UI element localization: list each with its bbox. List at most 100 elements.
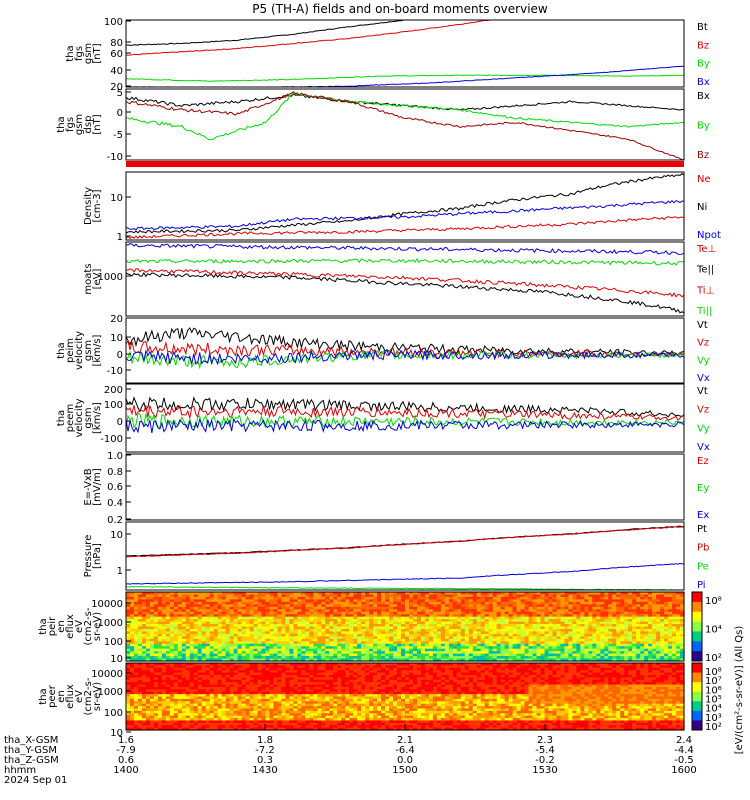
heatmap-cell — [169, 679, 175, 683]
heatmap-cell — [225, 621, 231, 625]
heatmap-cell — [416, 614, 422, 618]
heatmap-cell — [293, 609, 298, 613]
heatmap-cell — [600, 604, 605, 608]
heatmap-cell — [504, 631, 510, 635]
heatmap-cell — [460, 631, 466, 635]
heatmap-cell — [393, 606, 398, 610]
heatmap-cell — [664, 656, 669, 660]
heatmap-cell — [193, 703, 199, 707]
y-tick-label: 100 — [104, 17, 123, 28]
heatmap-cell — [225, 592, 231, 596]
heatmap-cell — [576, 604, 581, 608]
heatmap-cell — [680, 656, 685, 660]
heatmap-cell — [512, 631, 518, 635]
heatmap-cell — [464, 628, 470, 633]
heatmap-cell — [249, 601, 255, 605]
heatmap-cell — [225, 626, 231, 630]
heatmap-cell — [313, 599, 318, 603]
heatmap-cell — [656, 633, 661, 637]
heatmap-cell — [285, 641, 291, 645]
heatmap-cell — [153, 718, 159, 722]
heatmap-cell — [448, 614, 454, 618]
heatmap-cell — [285, 646, 291, 650]
heatmap-cell — [213, 633, 219, 637]
heatmap-cell — [229, 614, 235, 618]
heatmap-cell — [664, 592, 669, 596]
heatmap-cell — [321, 621, 326, 625]
heatmap-cell — [193, 638, 199, 642]
heatmap-cell — [345, 609, 350, 613]
heatmap-cell — [644, 636, 649, 640]
heatmap-cell — [245, 706, 251, 710]
heatmap-cell — [608, 638, 613, 642]
heatmap-cell — [592, 606, 597, 610]
heatmap-cell — [197, 621, 203, 625]
heatmap-cell — [341, 592, 346, 596]
heatmap-cell — [221, 715, 227, 719]
heatmap-cell — [412, 606, 418, 610]
heatmap-cell — [149, 609, 155, 613]
heatmap-cell — [241, 691, 247, 695]
heatmap-cell — [197, 720, 203, 724]
heatmap-cell — [365, 633, 370, 637]
heatmap-cell — [672, 611, 677, 615]
legend-entry: Pt — [697, 524, 707, 535]
heatmap-cell — [241, 684, 247, 688]
heatmap-cell — [321, 599, 326, 603]
heatmap-cell — [440, 609, 446, 613]
heatmap-cell — [504, 636, 510, 640]
heatmap-cell — [253, 670, 259, 674]
heatmap-cell — [676, 656, 681, 660]
heatmap-cell — [149, 710, 155, 714]
heatmap-cell — [648, 594, 653, 598]
heatmap-cell — [173, 624, 179, 628]
heatmap-cell — [137, 614, 143, 618]
heatmap-cell — [357, 646, 362, 650]
heatmap-cell — [169, 701, 175, 705]
heatmap-cell — [464, 631, 470, 635]
heatmap-cell — [297, 594, 302, 598]
heatmap-cell — [588, 611, 593, 615]
heatmap-cell — [313, 606, 318, 610]
heatmap-cell — [401, 594, 406, 598]
heatmap-cell — [436, 599, 442, 603]
heatmap-cell — [540, 626, 546, 630]
heatmap-cell — [197, 679, 203, 683]
heatmap-cell — [588, 601, 593, 605]
heatmap-cell — [277, 628, 283, 633]
heatmap-cell — [680, 648, 685, 652]
heatmap-cell — [153, 614, 159, 618]
heatmap-cell — [201, 706, 207, 710]
heatmap-cell — [281, 643, 287, 647]
heatmap-cell — [345, 648, 350, 652]
heatmap-cell — [305, 592, 310, 596]
heatmap-cell — [568, 628, 573, 633]
heatmap-cell — [165, 614, 171, 618]
heatmap-cell — [548, 616, 554, 620]
heatmap-cell — [165, 601, 171, 605]
heatmap-cell — [508, 658, 514, 662]
heatmap-cell — [173, 727, 179, 731]
heatmap-cell — [157, 679, 163, 683]
heatmap-cell — [644, 616, 649, 620]
heatmap-cell — [126, 706, 131, 710]
heatmap-cell — [424, 601, 430, 605]
heatmap-cell — [428, 609, 434, 613]
heatmap-cell — [628, 628, 633, 633]
heatmap-cell — [149, 691, 155, 695]
heatmap-cell — [580, 619, 585, 623]
heatmap-cell — [424, 658, 430, 662]
heatmap-cell — [245, 694, 251, 698]
heatmap-cell — [464, 596, 470, 600]
heatmap-cell — [126, 701, 131, 705]
heatmap-cell — [249, 624, 255, 628]
heatmap-cell — [540, 643, 546, 647]
heatmap-cell — [173, 609, 179, 613]
heatmap-cell — [608, 619, 613, 623]
heatmap-cell — [145, 722, 151, 726]
heatmap-cell — [568, 658, 573, 662]
heatmap-cell — [616, 611, 621, 615]
heatmap-cell — [480, 658, 486, 662]
heatmap-cell — [492, 601, 498, 605]
heatmap-cell — [317, 651, 322, 655]
